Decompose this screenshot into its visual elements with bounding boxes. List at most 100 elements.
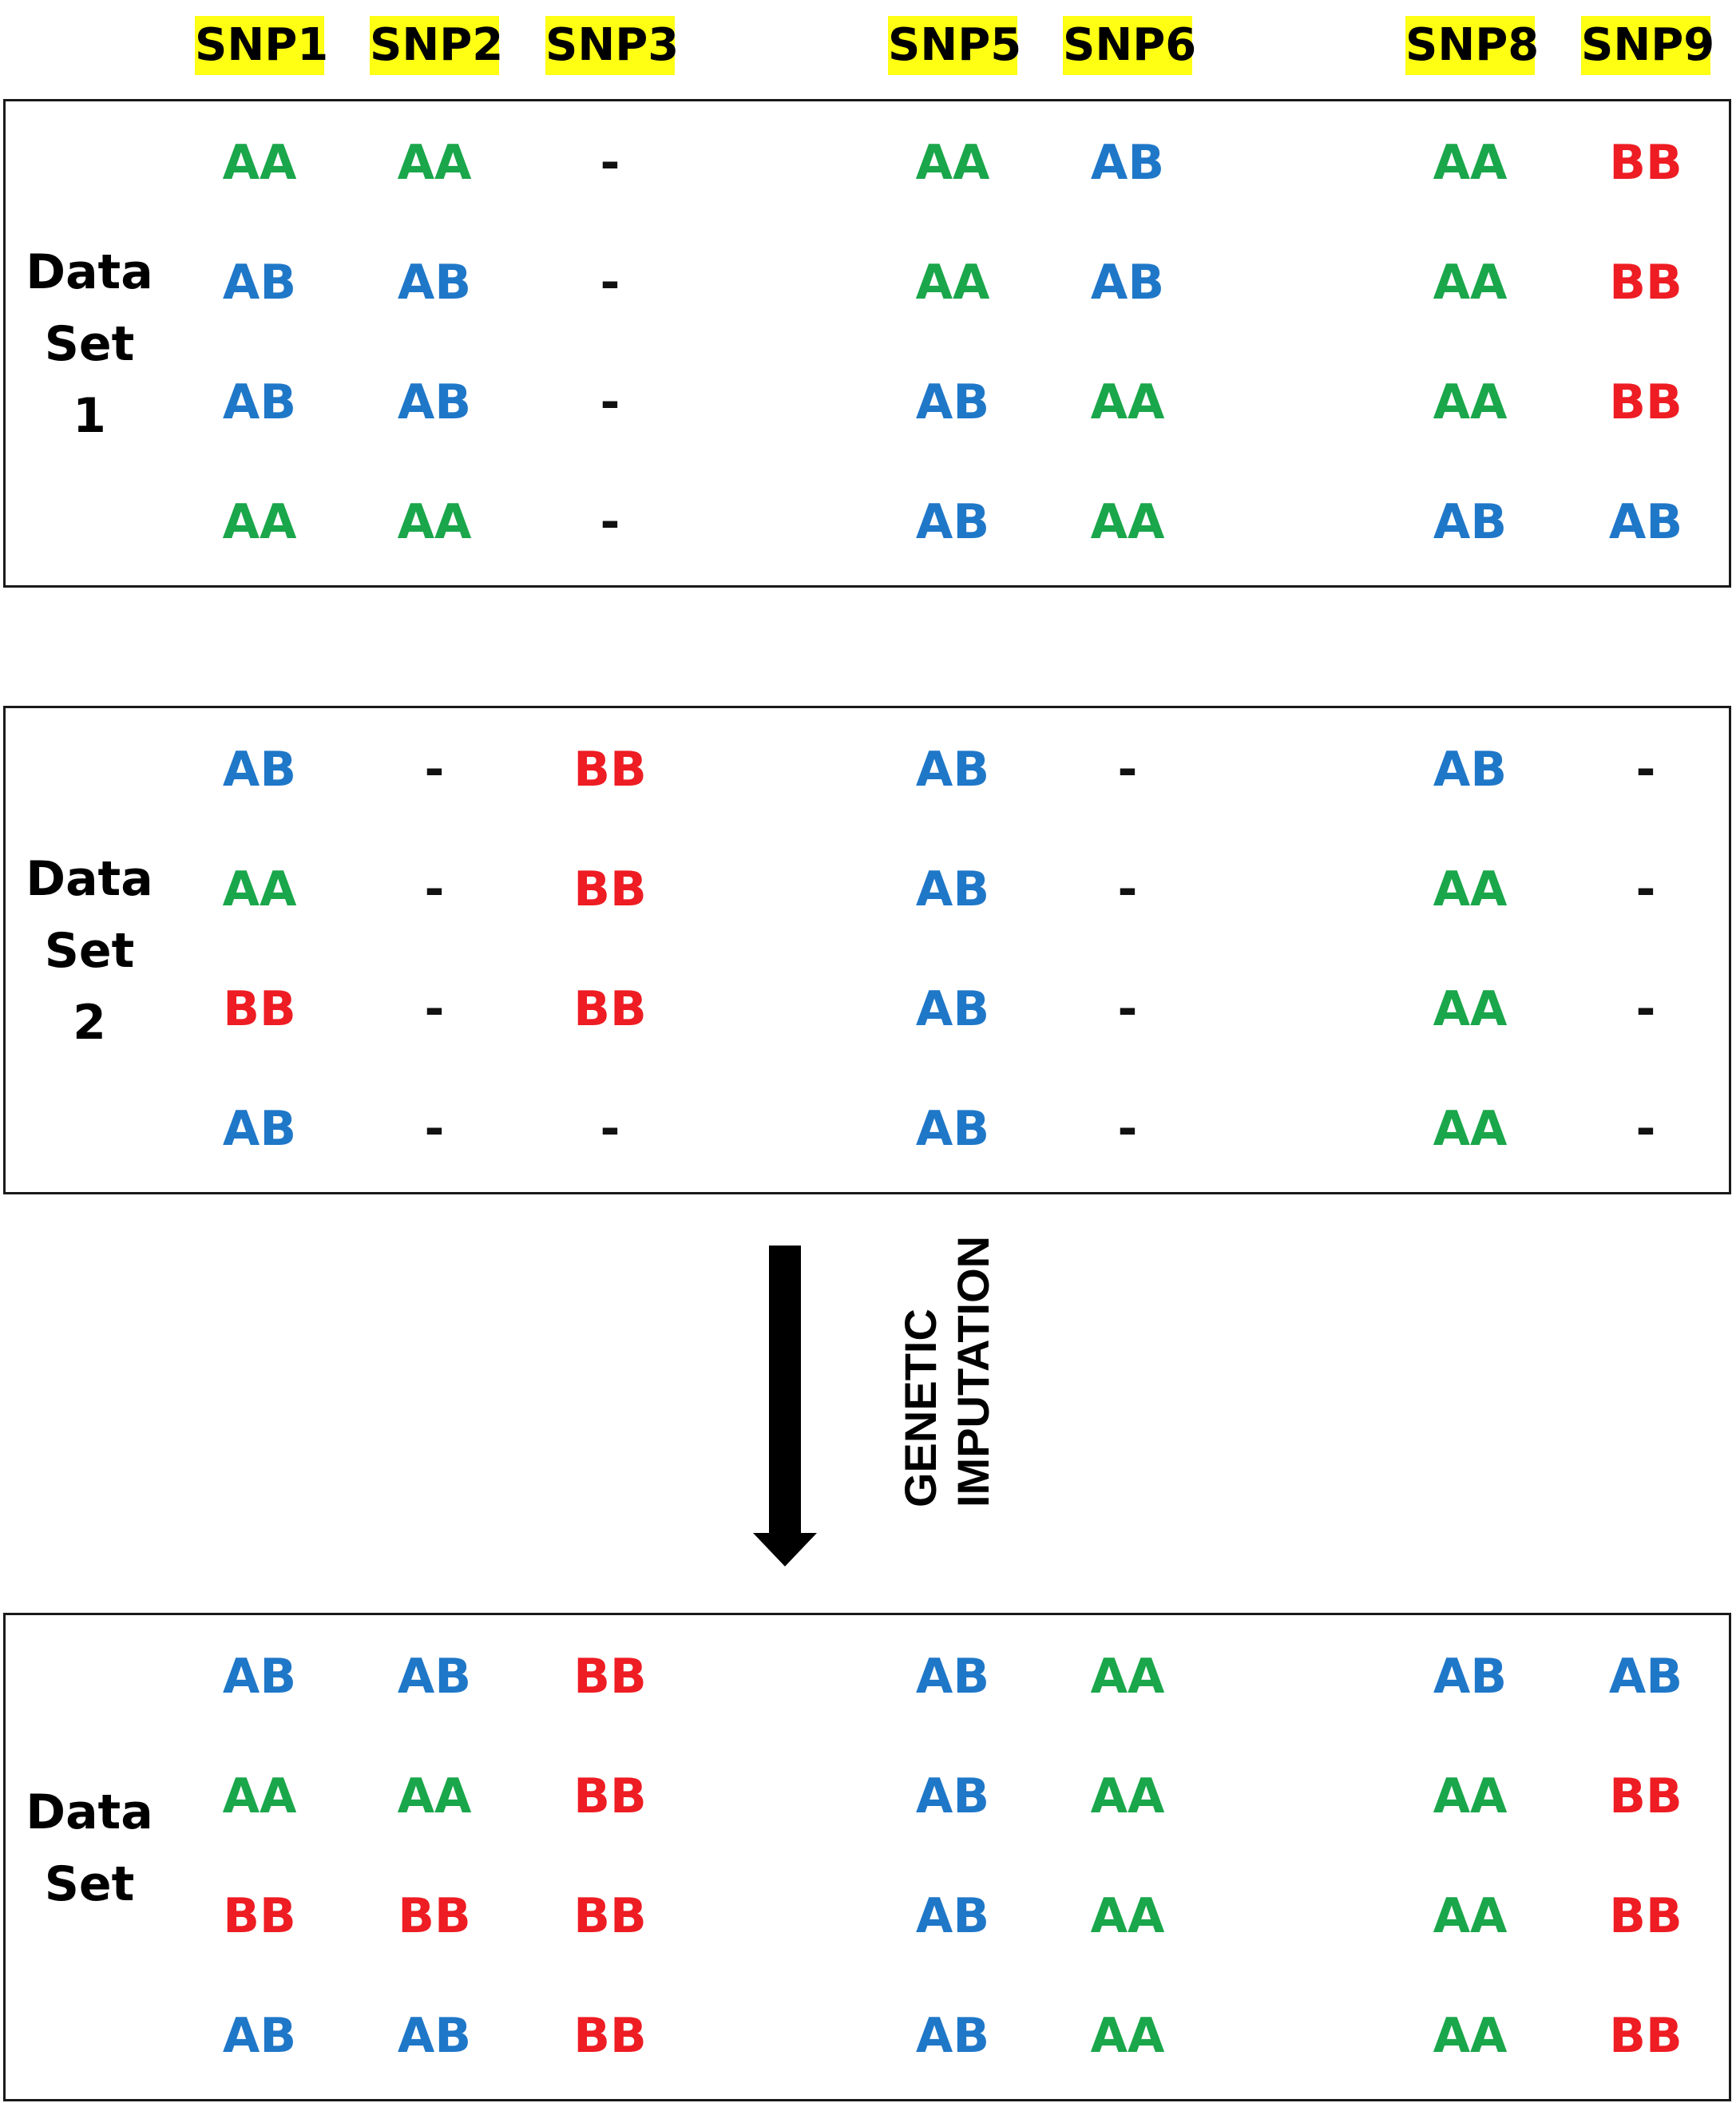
genotype-cell: AA — [1433, 374, 1508, 430]
genotype-cell: AA — [915, 135, 990, 191]
data-set-1-panel: Data Set 1 AA AA - AA AB AA BB AB AB - AA AB AA BB AB A… — [3, 99, 1731, 588]
genotype-cell: AA — [1090, 1888, 1165, 1944]
panel-label: Data Set 1 — [26, 244, 153, 444]
genotype-cell: BB — [573, 981, 647, 1037]
genotype-cell: AA — [397, 494, 472, 550]
genotype-cell: - — [1635, 861, 1656, 917]
genotype-cell: BB — [573, 742, 647, 798]
genotype-cell: AA — [222, 1768, 297, 1824]
genotype-cell: BB — [573, 2008, 647, 2064]
genotype-cell: AB — [915, 742, 990, 798]
genotype-cell: AB — [1433, 494, 1508, 550]
genotype-cell: - — [424, 1101, 445, 1157]
genotype-cell: AA — [222, 861, 297, 917]
genotype-cell: - — [600, 1101, 620, 1157]
genotype-cell: AA — [1433, 1888, 1508, 1944]
genotype-cell: AB — [915, 1101, 990, 1157]
genotype-cell: - — [1117, 1101, 1138, 1157]
genotype-cell: AB — [1608, 1649, 1683, 1705]
genotype-cell: BB — [573, 1888, 647, 1944]
snp-header: SNP2 — [370, 16, 503, 75]
genotype-cell: - — [600, 255, 620, 311]
genotype-cell: AA — [1090, 374, 1165, 430]
down-arrow-icon — [769, 1246, 801, 1535]
genotype-cell: AA — [1433, 255, 1508, 311]
data-set-2-panel: Data Set 2 AB - BB AB - AB - AA - BB AB - AA - BB - BB AB… — [3, 706, 1731, 1194]
genotype-cell: - — [600, 374, 620, 430]
genotype-cell: - — [600, 135, 620, 191]
genotype-cell: BB — [1609, 1888, 1682, 1944]
panel-label: Data Set 2 — [26, 851, 153, 1051]
genotype-cell: - — [600, 494, 620, 550]
snp-header: SNP8 — [1405, 16, 1539, 75]
genotype-cell: BB — [1609, 255, 1682, 311]
genotype-cell: AB — [222, 2008, 297, 2064]
genotype-cell: AA — [397, 135, 472, 191]
genotype-cell: - — [1635, 1101, 1656, 1157]
genotype-cell: AB — [397, 2008, 472, 2064]
genotype-cell: AA — [1433, 1101, 1508, 1157]
genotype-cell: - — [1635, 981, 1656, 1037]
genotype-cell: - — [424, 861, 445, 917]
genotype-cell: - — [424, 742, 445, 798]
genotype-cell: AA — [1433, 861, 1508, 917]
genotype-cell: AA — [1433, 135, 1508, 191]
genotype-cell: AB — [915, 861, 990, 917]
genotype-cell: AB — [397, 1649, 472, 1705]
genotype-cell: AB — [915, 1888, 990, 1944]
genotype-cell: AB — [397, 374, 472, 430]
genotype-cell: AB — [915, 1649, 990, 1705]
genotype-cell: - — [1117, 981, 1138, 1037]
genotype-cell: AA — [1090, 2008, 1165, 2064]
genotype-cell: AA — [1433, 2008, 1508, 2064]
snp-header: SNP3 — [545, 16, 679, 75]
genotype-cell: AA — [222, 135, 297, 191]
genotype-cell: BB — [223, 981, 296, 1037]
genetic-imputation-label: GENETIC IMPUTATION — [895, 1235, 998, 1507]
genotype-cell: AB — [222, 255, 297, 311]
genotype-cell: AB — [397, 255, 472, 311]
genotype-cell: AA — [1433, 981, 1508, 1037]
genotype-cell: AB — [1433, 1649, 1508, 1705]
genotype-cell: AA — [397, 1768, 472, 1824]
genotype-cell: - — [1635, 742, 1656, 798]
genotype-cell: AB — [1608, 494, 1683, 550]
snp-header: SNP1 — [195, 16, 328, 75]
genotype-cell: BB — [1609, 374, 1682, 430]
genotype-cell: AA — [222, 494, 297, 550]
genotype-cell: AB — [915, 981, 990, 1037]
genotype-cell: - — [424, 981, 445, 1037]
arrow-head-icon — [753, 1533, 817, 1566]
genotype-cell: AB — [915, 494, 990, 550]
genotype-cell: AA — [915, 255, 990, 311]
snp-header: SNP5 — [888, 16, 1021, 75]
genotype-cell: AB — [915, 2008, 990, 2064]
genotype-cell: BB — [573, 1768, 647, 1824]
genotype-cell: BB — [223, 1888, 296, 1944]
genotype-cell: AA — [1090, 494, 1165, 550]
imputed-data-set-panel: Data Set AB AB BB AB AA AB AB AA AA BB AB AA AA BB BB B… — [3, 1613, 1731, 2101]
genotype-cell: AB — [222, 1649, 297, 1705]
snp-header: SNP9 — [1581, 16, 1714, 75]
genotype-cell: BB — [1609, 2008, 1682, 2064]
genotype-cell: - — [1117, 742, 1138, 798]
genotype-cell: AA — [1090, 1649, 1165, 1705]
panel-label: Data Set — [26, 1784, 153, 1912]
genotype-cell: BB — [1609, 1768, 1682, 1824]
genotype-cell: BB — [573, 1649, 647, 1705]
genotype-cell: AA — [1433, 1768, 1508, 1824]
genotype-cell: AB — [1090, 135, 1165, 191]
genotype-cell: AB — [222, 374, 297, 430]
genotype-cell: AB — [222, 1101, 297, 1157]
genotype-cell: AB — [222, 742, 297, 798]
genotype-cell: - — [1117, 861, 1138, 917]
snp-header: SNP6 — [1063, 16, 1196, 75]
genotype-cell: AB — [1433, 742, 1508, 798]
genotype-cell: AB — [1090, 255, 1165, 311]
genotype-cell: BB — [398, 1888, 471, 1944]
genotype-cell: AA — [1090, 1768, 1165, 1824]
genotype-cell: BB — [573, 861, 647, 917]
genotype-cell: AB — [915, 374, 990, 430]
genotype-cell: BB — [1609, 135, 1682, 191]
genotype-cell: AB — [915, 1768, 990, 1824]
